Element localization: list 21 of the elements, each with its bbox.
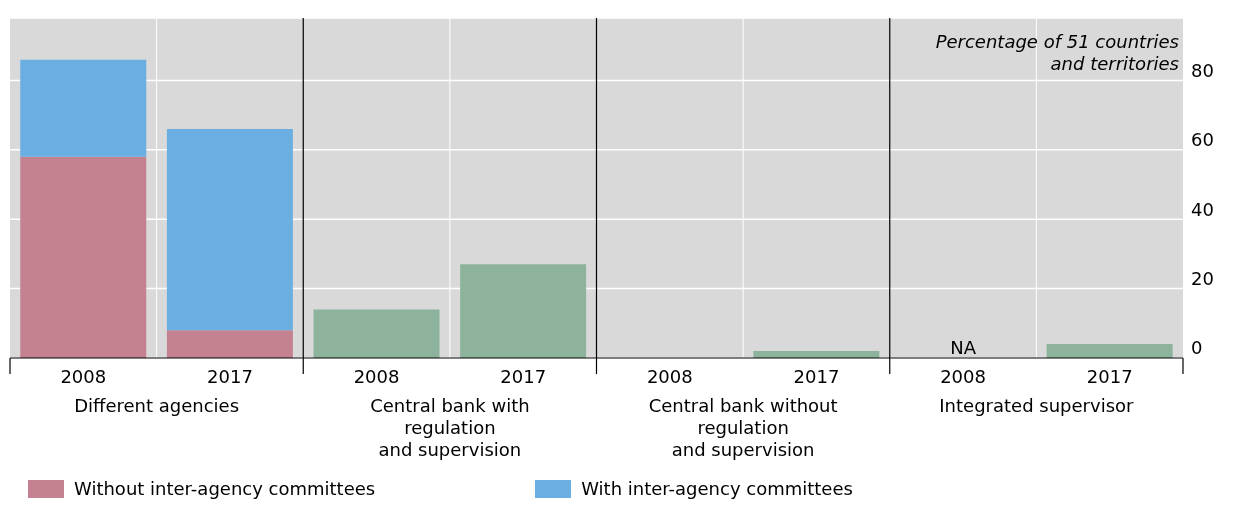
x-tick-label: 2008: [646, 365, 693, 387]
x-tick-label: 2008: [940, 365, 986, 387]
y-tick-label: 0: [1191, 337, 1203, 359]
text: Integrated supervisor: [939, 395, 1135, 416]
x-tick-label: 2017: [500, 365, 547, 387]
x-tick-label: 2017: [207, 365, 253, 387]
text: Central bank without regulation and supervision: [648, 395, 838, 460]
y-tick-label: 60: [1191, 129, 1214, 151]
y-tick-label: 40: [1191, 198, 1214, 220]
annotation: Percentage of 51 countries and territories: [935, 31, 1179, 74]
legend-label: With inter-agency committees: [581, 478, 853, 499]
y-tick-label: 20: [1191, 268, 1214, 289]
x-tick-label: 2017: [793, 365, 840, 387]
annotation: NA: [950, 337, 977, 358]
legend-label: Without inter-agency committees: [74, 478, 376, 499]
y-tick-label: 80: [1191, 59, 1214, 81]
text: Central bank with regulation and supervision: [370, 395, 530, 460]
x-tick-label: 2017: [1086, 365, 1133, 387]
text: Different agencies: [74, 395, 240, 416]
x-tick-label: 2008: [60, 365, 107, 387]
x-tick-label: 2008: [353, 365, 400, 387]
